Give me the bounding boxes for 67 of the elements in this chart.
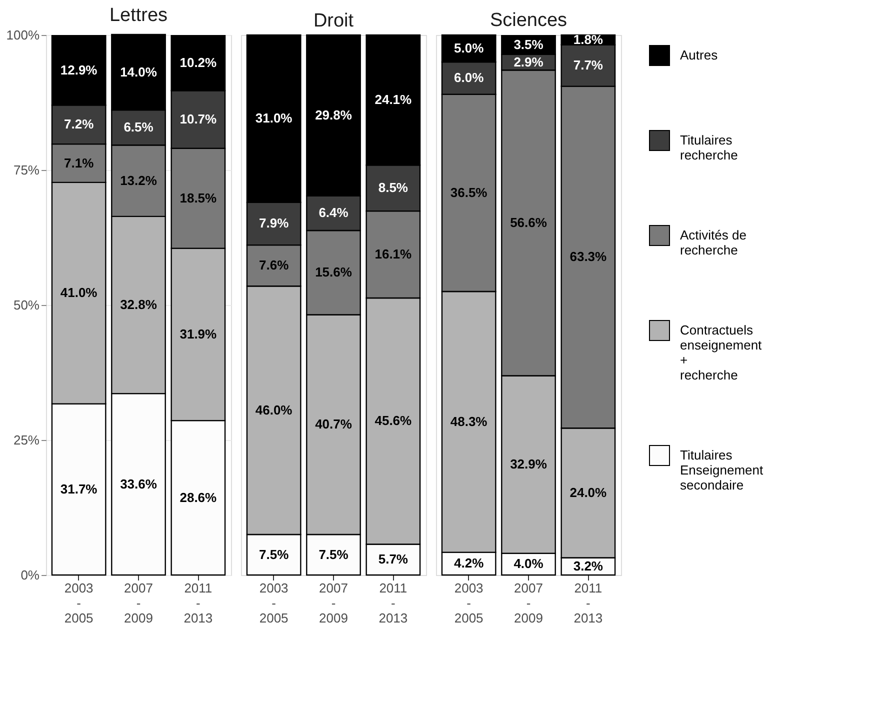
data-label: 10.7% bbox=[180, 112, 218, 127]
y-tick-label: 0% bbox=[20, 568, 40, 582]
data-label: 5.0% bbox=[454, 40, 484, 56]
x-tick-label: 2003 - 2005 bbox=[454, 580, 484, 626]
chart-title: Lettres bbox=[109, 5, 168, 26]
data-label: 46.0% bbox=[255, 402, 293, 418]
chart-title: Sciences bbox=[490, 10, 568, 31]
data-label: 56.6% bbox=[510, 214, 548, 230]
x-tick-label: 2007 - 2009 bbox=[514, 580, 543, 626]
data-label: 31.7% bbox=[60, 481, 98, 496]
legend-label: Activités de recherche bbox=[680, 228, 746, 258]
data-label: 45.6% bbox=[374, 413, 412, 428]
data-label: 7.7% bbox=[573, 58, 604, 73]
data-label: 10.2% bbox=[180, 55, 218, 70]
legend-label: Titulaires recherche bbox=[680, 132, 738, 162]
data-label: 48.3% bbox=[450, 414, 488, 429]
data-label: 6.4% bbox=[318, 205, 349, 220]
data-label: 28.6% bbox=[180, 490, 218, 505]
data-label: 7.1% bbox=[64, 155, 94, 170]
legend-label: Autres bbox=[680, 48, 718, 62]
x-tick-label: 2011 - 2013 bbox=[378, 580, 408, 626]
data-label: 6.0% bbox=[454, 70, 484, 86]
data-label: 3.2% bbox=[573, 558, 604, 574]
data-label: 4.0% bbox=[514, 556, 544, 572]
legend-label: Titulaires Enseignement secondaire bbox=[680, 448, 764, 492]
data-label: 2.9% bbox=[514, 54, 544, 70]
chart-title: Droit bbox=[313, 10, 354, 32]
data-label: 12.9% bbox=[60, 62, 98, 78]
data-label: 7.6% bbox=[259, 258, 290, 273]
data-label: 32.9% bbox=[510, 456, 548, 472]
data-label: 7.9% bbox=[259, 216, 290, 231]
data-label: 29.8% bbox=[315, 107, 352, 122]
data-label: 7.5% bbox=[259, 546, 290, 562]
x-tick-label: 2011 - 2013 bbox=[574, 580, 603, 626]
legend-label: Contractuels enseignement + recherche bbox=[680, 322, 762, 382]
data-label: 1.8% bbox=[573, 32, 604, 47]
y-tick-label: 100% bbox=[6, 28, 40, 42]
data-label: 40.7% bbox=[315, 416, 352, 432]
y-tick-label: 50% bbox=[13, 298, 40, 312]
data-label: 3.5% bbox=[514, 36, 544, 52]
data-label: 24.1% bbox=[374, 92, 412, 108]
data-label: 18.5% bbox=[180, 190, 218, 206]
data-label: 8.5% bbox=[378, 180, 408, 196]
x-tick-label: 2011 - 2013 bbox=[184, 580, 213, 626]
data-label: 5.7% bbox=[378, 552, 408, 567]
data-label: 63.3% bbox=[570, 249, 608, 264]
data-label: 31.9% bbox=[180, 326, 218, 342]
data-label: 14.0% bbox=[120, 64, 158, 80]
data-label: 7.2% bbox=[64, 116, 94, 132]
data-label: 16.1% bbox=[374, 246, 412, 262]
data-label: 24.0% bbox=[570, 484, 608, 500]
data-label: 41.0% bbox=[60, 285, 98, 300]
data-label: 32.8% bbox=[120, 297, 158, 312]
data-label: 4.2% bbox=[454, 556, 484, 571]
x-tick-label: 2003 - 2005 bbox=[64, 580, 94, 626]
x-tick-label: 2007 - 2009 bbox=[319, 580, 348, 626]
data-label: 7.5% bbox=[318, 546, 349, 562]
data-label: 31.0% bbox=[255, 110, 293, 126]
y-tick-label: 25% bbox=[13, 432, 40, 448]
data-label: 36.5% bbox=[450, 184, 488, 200]
data-label: 13.2% bbox=[120, 172, 158, 188]
x-tick-label: 2007 - 2009 bbox=[124, 580, 153, 626]
data-label: 33.6% bbox=[120, 476, 158, 492]
data-label: 6.5% bbox=[124, 120, 154, 135]
data-label: 15.6% bbox=[315, 264, 352, 280]
x-tick-label: 2003 - 2005 bbox=[259, 580, 288, 626]
y-tick-label: 75% bbox=[13, 162, 40, 178]
